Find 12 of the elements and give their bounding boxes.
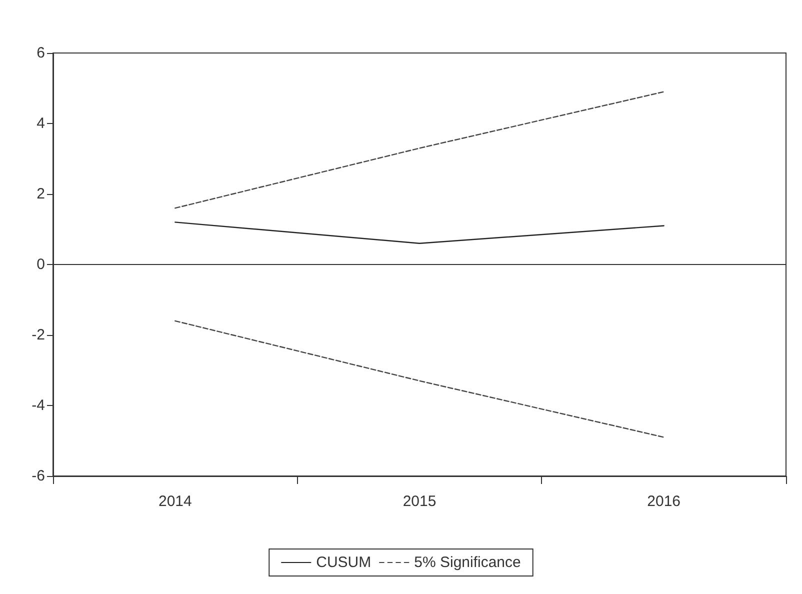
y-tick-label: 2 [36, 186, 45, 202]
legend-label: CUSUM [316, 554, 372, 571]
x-tick-label: 2014 [158, 493, 192, 510]
y-tick-label: -4 [32, 397, 45, 414]
y-tick-label: 6 [36, 44, 45, 62]
legend-label: 5% Significance [414, 554, 521, 571]
y-tick-label: 0 [36, 256, 45, 273]
y-tick-label: 4 [36, 115, 45, 132]
x-tick-label: 2015 [402, 493, 436, 510]
x-tick-label: 2016 [647, 493, 681, 510]
y-tick-label: -2 [32, 326, 45, 344]
y-tick-label: -6 [32, 468, 45, 484]
